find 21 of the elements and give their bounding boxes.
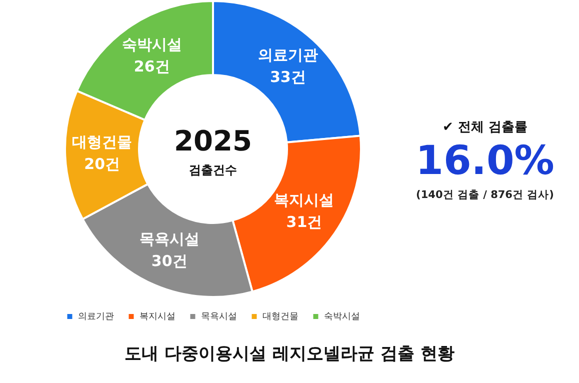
data-label: 33건 — [270, 68, 306, 86]
text: (140건 검출 / 876건 검사) — [415, 188, 555, 202]
text: 2025 — [174, 124, 252, 158]
text: ✔ 전체 검출률 — [442, 119, 528, 136]
legend-label: 목욕시설 — [200, 312, 237, 322]
legend-label: 대형건물 — [262, 312, 298, 322]
data-label: 26건 — [134, 57, 170, 76]
legend-label: 복지시설 — [139, 312, 176, 322]
slice-label: 대형건물 — [72, 132, 132, 151]
slice-label: 목욕시설 — [139, 230, 200, 248]
data-label: 30건 — [151, 252, 188, 270]
slice-label: 숙박시설 — [122, 35, 182, 54]
slice-label: 의료기관 — [258, 46, 318, 64]
text: 도내 다중이용시설 레지오넬라균 검출 현황 — [124, 343, 456, 365]
data-label: 20건 — [84, 154, 120, 173]
text: 검출건수 — [189, 163, 237, 178]
data-label: 31건 — [286, 213, 322, 232]
legend-label: 의료기관 — [78, 312, 114, 322]
legend-label: 숙박시설 — [324, 312, 360, 322]
text: 16.0% — [414, 138, 556, 184]
slice-label: 복지시설 — [274, 191, 334, 210]
